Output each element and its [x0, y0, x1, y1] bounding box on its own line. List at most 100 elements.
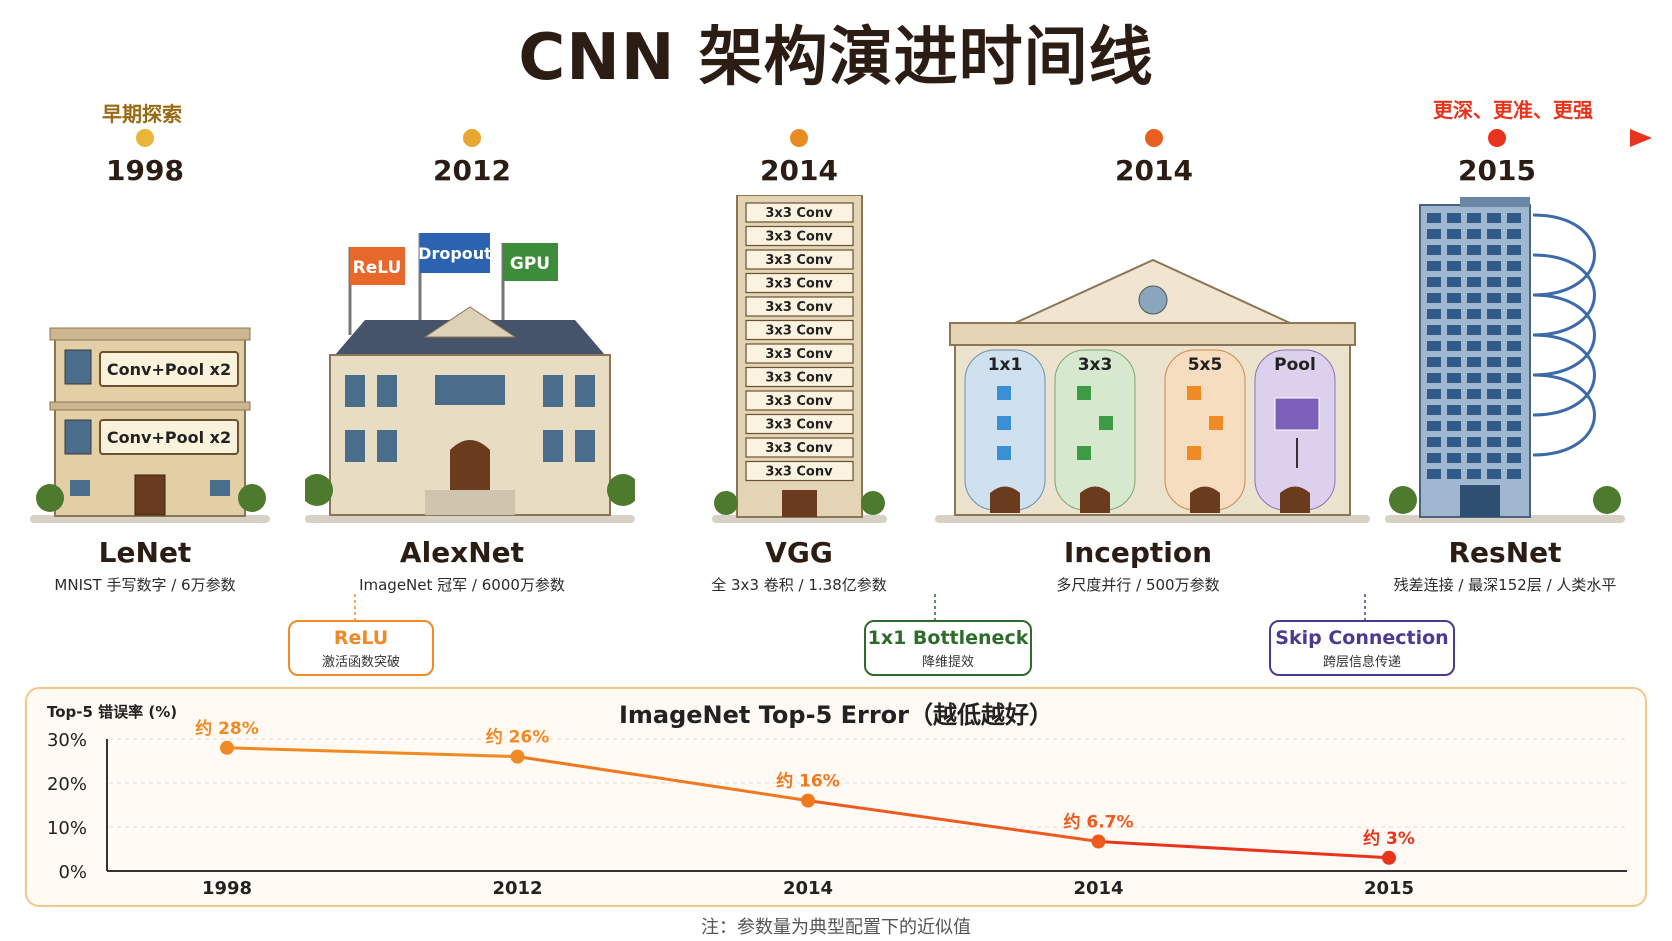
resnet-window: [1487, 437, 1501, 447]
resnet-window: [1467, 341, 1481, 351]
resnet-window: [1487, 357, 1501, 367]
vgg-floor-label: 3x3 Conv: [765, 441, 833, 456]
vgg-building: 3x3 Conv 3x3 Conv 3x3 Conv 3x3 Conv 3x3 Conv…: [712, 195, 887, 523]
vgg-floor-label: 3x3 Conv: [765, 347, 833, 362]
vgg-floor: [745, 249, 854, 270]
resnet-window: [1467, 373, 1481, 383]
lenet-label-2: Conv+Pool x2: [107, 428, 231, 447]
resnet-building: [1385, 197, 1625, 523]
resnet-window: [1487, 213, 1501, 223]
model-desc-vgg: 全 3x3 卷积 / 1.38亿参数: [711, 576, 887, 594]
resnet-window: [1447, 213, 1461, 223]
resnet-window: [1467, 229, 1481, 239]
callout-skip-title: Skip Connection: [1275, 627, 1449, 649]
resnet-window: [1487, 453, 1501, 463]
resnet-window: [1427, 373, 1441, 383]
resnet-window: [1427, 229, 1441, 239]
resnet-window: [1447, 325, 1461, 335]
resnet-window: [1507, 357, 1521, 367]
resnet-window: [1487, 229, 1501, 239]
chart-ylabel: Top-5 错误率 (%): [47, 703, 177, 721]
resnet-window: [1487, 261, 1501, 271]
resnet-window: [1467, 293, 1481, 303]
model-desc-alexnet: ImageNet 冠军 / 6000万参数: [359, 576, 565, 594]
timeline-dot-vgg: [788, 127, 810, 149]
resnet-window: [1427, 293, 1441, 303]
skip-connection-arc: [1532, 333, 1596, 417]
vgg-floor-label: 3x3 Conv: [765, 277, 833, 292]
resnet-window: [1447, 389, 1461, 399]
resnet-window: [1427, 389, 1441, 399]
chart-point: [510, 749, 525, 764]
model-name-alexnet: AlexNet: [399, 536, 525, 569]
resnet-window: [1507, 213, 1521, 223]
lenet-building: Conv+Pool x2 Conv+Pool x2: [30, 327, 270, 523]
vgg-floor-label: 3x3 Conv: [765, 253, 833, 268]
resnet-window: [1447, 277, 1461, 287]
chart-data-label: 约 6.7%: [1063, 812, 1133, 833]
resnet-window: [1447, 469, 1461, 479]
resnet-window: [1507, 309, 1521, 319]
model-desc-inception: 多尺度并行 / 500万参数: [1056, 576, 1220, 594]
callout-bottleneck-sub: 降维提效: [921, 655, 974, 670]
model-name-inception: Inception: [1063, 536, 1213, 569]
resnet-window: [1447, 373, 1461, 383]
resnet-window: [1507, 293, 1521, 303]
chart-y-tick: 20%: [47, 774, 87, 795]
resnet-window: [1487, 309, 1501, 319]
model-name-lenet: LeNet: [98, 536, 192, 569]
vgg-floor-label: 3x3 Conv: [765, 394, 833, 409]
chart-x-tick: 2014: [783, 878, 833, 899]
year-vgg: 2014: [760, 154, 838, 187]
callout-relu-title: ReLU: [333, 627, 389, 649]
flag-dropout: Dropout: [418, 244, 492, 263]
resnet-window: [1467, 213, 1481, 223]
era-start-label: 早期探索: [102, 102, 182, 126]
timeline-dot-alexnet: [461, 127, 483, 149]
resnet-window: [1467, 389, 1481, 399]
page-title: CNN 架构演进时间线: [518, 21, 1154, 95]
resnet-window: [1447, 261, 1461, 271]
resnet-window: [1467, 277, 1481, 287]
chart-x-tick: 2014: [1073, 878, 1123, 899]
inception-branch-3x3: 3x3: [1078, 355, 1113, 375]
resnet-window: [1487, 277, 1501, 287]
vgg-floor: [745, 413, 854, 435]
resnet-window: [1507, 373, 1521, 383]
resnet-window: [1427, 309, 1441, 319]
vgg-floor: [745, 343, 854, 364]
resnet-window: [1467, 357, 1481, 367]
flag-gpu: GPU: [510, 254, 550, 274]
resnet-window: [1507, 421, 1521, 431]
inception-branch-5x5: 5x5: [1188, 355, 1223, 375]
resnet-window: [1507, 389, 1521, 399]
chart-point: [1091, 834, 1106, 849]
chart-x-tick: 2012: [492, 878, 542, 899]
chart-y-tick: 0%: [58, 862, 87, 883]
resnet-window: [1507, 469, 1521, 479]
vgg-floor-label: 3x3 Conv: [765, 324, 833, 339]
resnet-window: [1467, 325, 1481, 335]
resnet-window: [1507, 453, 1521, 463]
flag-relu: ReLU: [353, 258, 402, 278]
chart-series-line-segment: [807, 799, 1099, 844]
resnet-window: [1467, 421, 1481, 431]
resnet-window: [1447, 245, 1461, 255]
skip-connection-arc: [1532, 213, 1596, 297]
vgg-floor-label: 3x3 Conv: [765, 206, 833, 221]
skip-connection-arc: [1532, 253, 1596, 337]
vgg-floor: [745, 437, 854, 458]
resnet-window: [1447, 437, 1461, 447]
model-name-vgg: VGG: [765, 536, 833, 569]
callout-skip-sub: 跨层信息传递: [1322, 655, 1401, 670]
callout-bottleneck-title: 1x1 Bottleneck: [867, 627, 1029, 649]
resnet-window: [1507, 261, 1521, 271]
vgg-floor: [745, 460, 854, 482]
era-end-label: 更深、更准、更强: [1433, 98, 1593, 122]
resnet-window: [1427, 245, 1441, 255]
chart-series-line-segment: [226, 746, 518, 759]
resnet-window: [1467, 437, 1481, 447]
callout-bottleneck: 1x1 Bottleneck 降维提效: [864, 620, 1032, 676]
resnet-window: [1507, 405, 1521, 415]
resnet-window: [1487, 469, 1501, 479]
